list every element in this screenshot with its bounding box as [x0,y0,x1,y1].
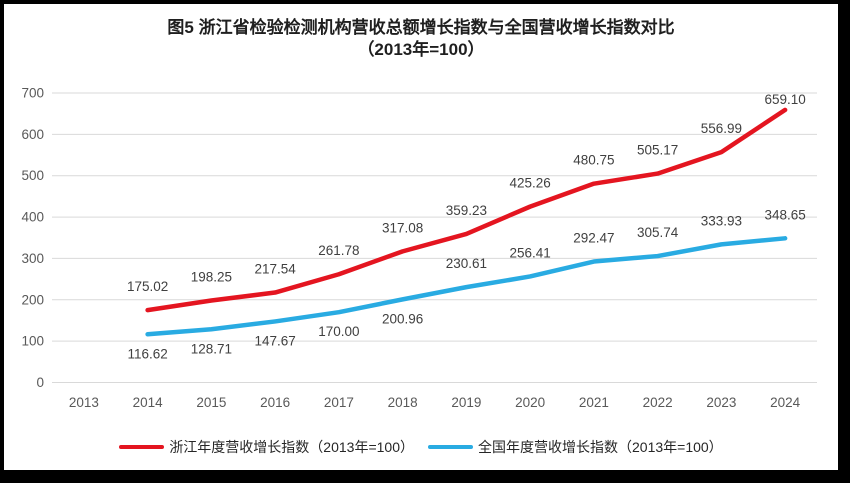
data-label: 116.62 [127,346,167,361]
legend-label-national: 全国年度营收增长指数（2013年=100） [478,439,723,455]
data-label: 505.17 [637,143,678,158]
data-label: 348.65 [764,207,805,222]
data-label: 425.26 [509,176,550,191]
x-axis-label: 2021 [579,395,609,410]
data-label: 333.93 [701,213,742,228]
y-axis-label: 100 [21,334,44,349]
x-axis-label: 2017 [324,395,354,410]
data-label: 480.75 [573,153,614,168]
data-label: 659.10 [764,92,805,107]
national-series-swatch [428,444,473,450]
series-line-0 [145,107,788,313]
x-axis-label: 2024 [770,395,801,410]
data-label: 230.61 [446,256,487,271]
y-axis-label: 500 [21,168,44,183]
data-label: 359.23 [446,203,487,218]
data-label: 198.25 [191,270,232,285]
legend-item-national: 全国年度营收增长指数（2013年=100） [428,437,723,457]
x-axis-label: 2022 [643,395,673,410]
data-label: 217.54 [254,262,296,277]
legend: 浙江年度营收增长指数（2013年=100） 全国年度营收增长指数（2013年=1… [4,437,838,457]
x-axis-label: 2019 [451,395,481,410]
data-label: 292.47 [573,231,614,246]
chart-title-line2: （2013年=100） [357,40,485,59]
y-axis-label: 200 [21,292,44,307]
y-axis-label: 700 [21,86,44,101]
x-axis-label: 2020 [515,395,545,410]
chart-title: 图5 浙江省检验检测机构营收总额增长指数与全国营收增长指数对比 （2013年=1… [4,17,838,61]
data-label: 556.99 [701,121,742,136]
series-line-1 [145,236,788,337]
data-label: 175.02 [127,279,168,294]
zhejiang-series-swatch [119,444,165,450]
x-axis-label: 2018 [388,395,418,410]
x-axis-label: 2014 [133,395,164,410]
data-label: 256.41 [509,245,550,260]
data-label: 170.00 [318,324,359,339]
x-axis-label: 2015 [196,395,226,410]
y-axis-label: 0 [36,375,44,390]
legend-item-zhejiang: 浙江年度营收增长指数（2013年=100） [119,437,414,457]
data-label: 317.08 [382,220,423,235]
x-axis-label: 2016 [260,395,290,410]
chart-title-line1: 图5 浙江省检验检测机构营收总额增长指数与全国营收增长指数对比 [167,18,675,37]
y-axis-label: 600 [21,127,44,142]
legend-label-zhejiang: 浙江年度营收增长指数（2013年=100） [169,439,414,455]
data-label: 261.78 [318,243,359,258]
data-label: 147.67 [254,333,295,348]
y-axis-label: 400 [21,210,44,225]
data-label: 305.74 [637,225,679,240]
y-axis-label: 300 [21,251,44,266]
data-label: 128.71 [191,341,232,356]
x-axis-label: 2013 [69,395,99,410]
x-axis-label: 2023 [706,395,736,410]
data-label: 200.96 [382,311,423,326]
